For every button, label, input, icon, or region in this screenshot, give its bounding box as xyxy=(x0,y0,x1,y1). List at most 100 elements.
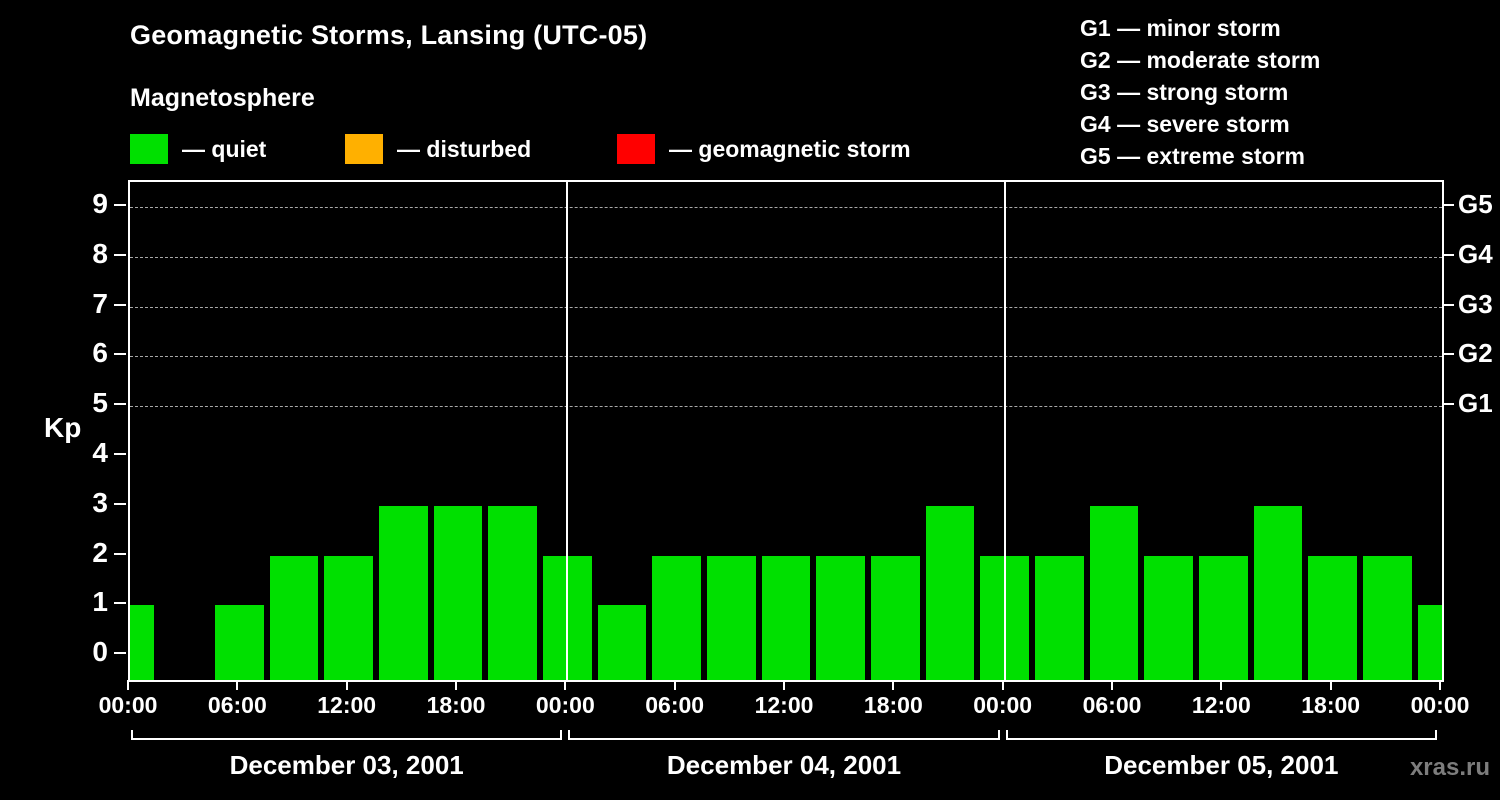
time-tick-label: 00:00 xyxy=(98,692,158,718)
y-axis-tick xyxy=(114,552,126,555)
x-axis-tick xyxy=(1220,680,1223,690)
kp-bar xyxy=(1089,505,1139,680)
y-tick-label: 1 xyxy=(92,586,108,618)
kp-bar xyxy=(433,505,483,680)
y-axis-tick xyxy=(114,602,126,605)
quiet-color-swatch xyxy=(130,134,168,164)
date-label: December 03, 2001 xyxy=(229,750,464,780)
kp-bar xyxy=(925,505,975,680)
time-tick-label: 06:00 xyxy=(207,692,267,718)
kp-bar xyxy=(1417,605,1442,680)
kp-bar xyxy=(597,605,647,680)
day-ruler-end xyxy=(1005,730,1008,738)
g-level-gridline xyxy=(130,206,1442,208)
legend-label: — disturbed xyxy=(397,135,532,162)
day-ruler-end xyxy=(1435,730,1437,738)
legend-label: — geomagnetic storm xyxy=(669,135,911,162)
time-tick-label: 18:00 xyxy=(1301,692,1361,718)
g-axis-tick xyxy=(1442,203,1454,206)
kp-bar xyxy=(1363,555,1412,680)
y-tick-label: 4 xyxy=(92,436,108,468)
g-level-gridline xyxy=(130,406,1442,408)
g-axis-tick xyxy=(1442,253,1454,256)
kp-bar xyxy=(1144,555,1193,680)
y-tick-label: 2 xyxy=(92,536,108,568)
day-ruler-end xyxy=(131,730,133,738)
time-tick-label: 12:00 xyxy=(317,692,377,718)
y-axis-tick xyxy=(114,502,126,505)
kp-bar xyxy=(488,505,537,680)
kp-bar xyxy=(871,555,920,680)
y-tick-label: 6 xyxy=(92,337,108,369)
day-divider xyxy=(1003,182,1006,680)
g-axis-tick xyxy=(1442,303,1454,306)
kp-bar xyxy=(1035,555,1084,680)
kp-bar xyxy=(1308,555,1357,680)
g-axis-label: G5 xyxy=(1458,188,1493,219)
g-axis-label: G4 xyxy=(1458,238,1493,269)
geomagnetic-storm-color-swatch xyxy=(617,134,655,164)
time-tick-label: 00:00 xyxy=(535,692,595,718)
g-axis-label: G2 xyxy=(1458,338,1493,369)
date-label: December 04, 2001 xyxy=(666,750,902,780)
day-ruler-end xyxy=(568,730,571,738)
kp-bar xyxy=(130,605,155,680)
kp-bar xyxy=(707,555,756,680)
time-tick-label: 18:00 xyxy=(863,692,923,718)
time-tick-label: 06:00 xyxy=(645,692,705,718)
x-axis-tick xyxy=(783,680,785,690)
time-tick-label: 06:00 xyxy=(1082,692,1142,718)
kp-bar xyxy=(269,555,319,680)
g-axis-label: G3 xyxy=(1458,288,1493,319)
time-tick-label: 12:00 xyxy=(754,692,814,718)
y-axis-tick xyxy=(114,253,126,256)
g-legend-item: G5 — extreme storm xyxy=(1080,143,1305,169)
day-ruler-end xyxy=(560,730,563,738)
x-axis-tick xyxy=(1001,680,1004,690)
x-axis-tick xyxy=(1439,680,1441,690)
g-level-gridline xyxy=(130,306,1442,308)
g-scale-legend: G1 — minor storm G2 — moderate storm G3 — … xyxy=(1080,12,1320,172)
y-axis-tick xyxy=(114,403,126,406)
g-level-gridline xyxy=(130,256,1442,258)
legend-item-quiet: — quiet xyxy=(130,132,266,166)
day-ruler xyxy=(1005,738,1437,740)
y-tick-label: 5 xyxy=(92,387,108,419)
g-legend-item: G3 — strong storm xyxy=(1080,79,1289,105)
g-legend-item: G4 — severe storm xyxy=(1080,111,1290,137)
y-tick-label: 9 xyxy=(92,187,108,219)
kp-bar xyxy=(379,505,428,680)
magnetosphere-label: Magnetosphere xyxy=(130,84,315,112)
legend-item-geomagnetic-storm: — geomagnetic storm xyxy=(617,132,911,166)
g-axis-label: G1 xyxy=(1458,388,1493,419)
y-tick-label: 8 xyxy=(92,237,108,269)
time-tick-label: 00:00 xyxy=(1410,692,1470,718)
watermark: xras.ru xyxy=(1409,754,1490,781)
kp-bar xyxy=(1253,505,1303,680)
x-axis-tick xyxy=(564,680,567,690)
y-axis-tick xyxy=(114,303,126,306)
g-legend-item: G2 — moderate storm xyxy=(1080,47,1321,73)
disturbed-color-swatch xyxy=(345,134,383,164)
y-tick-label: 0 xyxy=(92,636,108,668)
kp-bar xyxy=(324,555,373,680)
day-divider xyxy=(566,182,569,680)
g-legend-item: G1 — minor storm xyxy=(1080,15,1281,41)
kp-bar xyxy=(215,605,264,680)
x-axis-tick xyxy=(892,680,895,690)
y-axis-tick xyxy=(114,353,126,356)
kp-bar xyxy=(816,555,865,680)
x-axis-tick xyxy=(455,680,457,690)
y-tick-label: 7 xyxy=(92,287,108,319)
y-axis-tick xyxy=(114,452,126,455)
y-tick-label: 3 xyxy=(92,486,108,518)
day-ruler xyxy=(568,738,1000,740)
legend-label: — quiet xyxy=(182,135,267,162)
day-ruler xyxy=(131,738,563,740)
kp-color-legend: — quiet — disturbed — geomagnetic storm xyxy=(0,132,1060,166)
x-axis-tick xyxy=(345,680,348,690)
y-axis-tick xyxy=(114,652,126,655)
x-axis-tick xyxy=(236,680,239,690)
g-axis-tick xyxy=(1442,353,1454,356)
